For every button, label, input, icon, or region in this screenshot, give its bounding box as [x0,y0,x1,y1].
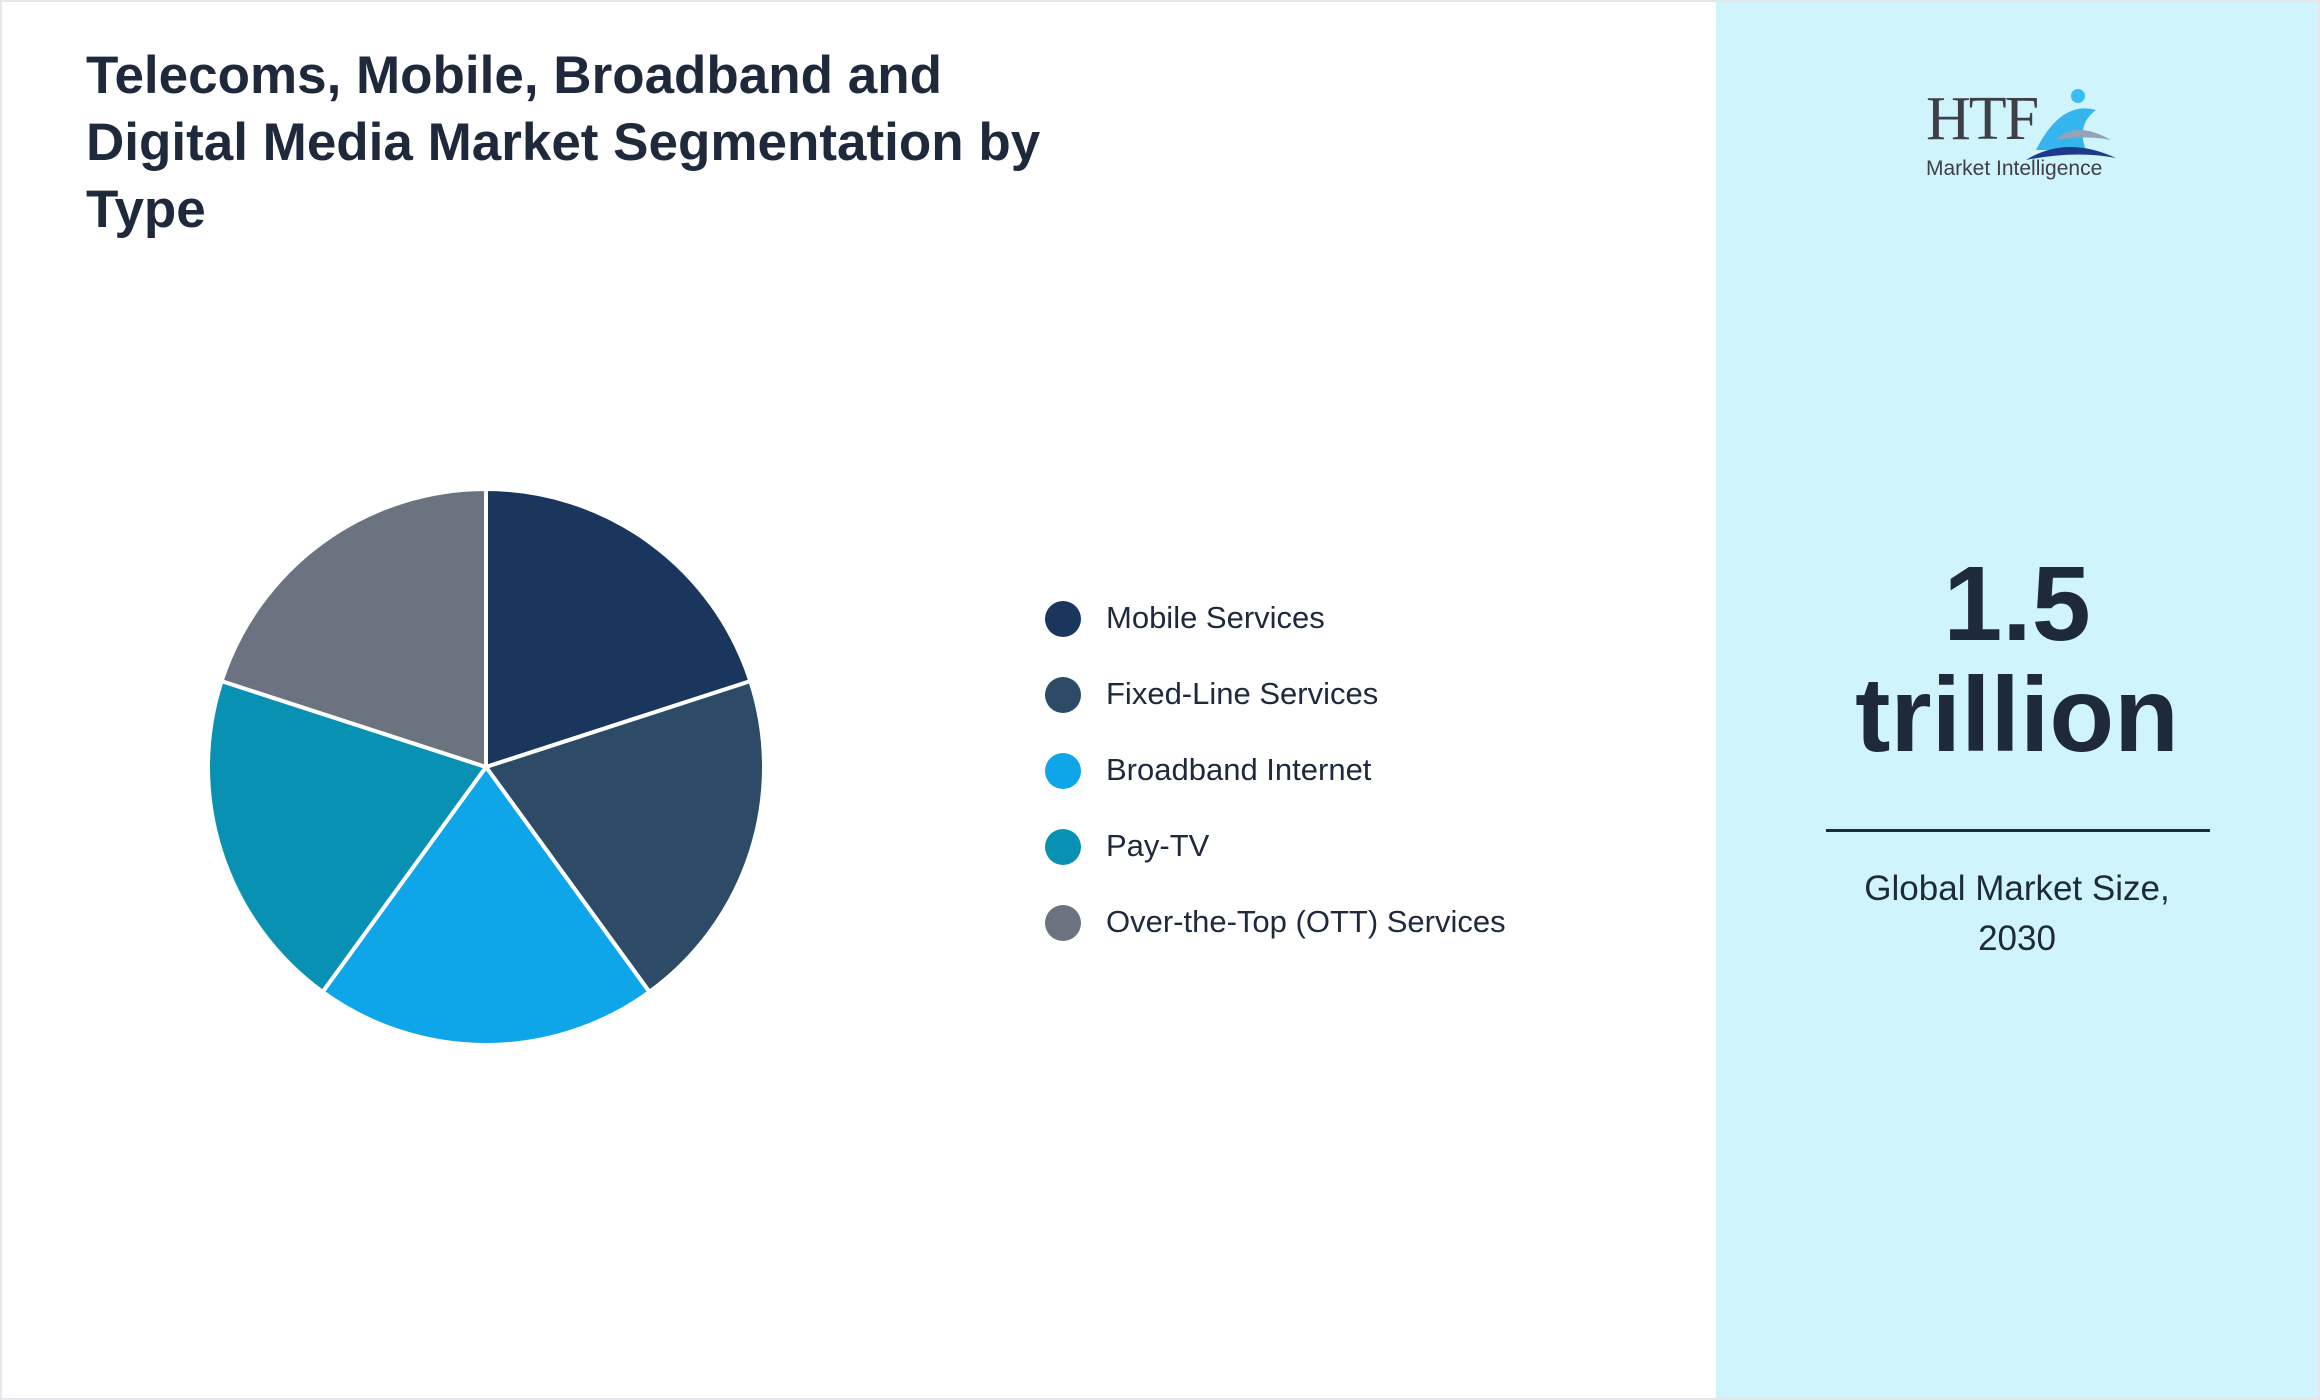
chart-title: Telecoms, Mobile, Broadband and Digital … [86,46,1041,239]
legend-swatch [1045,753,1081,789]
logo-subtitle: Market Intelligence [1926,157,2103,180]
market-size-unit: trillion [1855,656,2179,774]
legend-label: Over-the-Top (OTT) Services [1106,904,1506,939]
legend-label: Mobile Services [1106,600,1325,635]
logo-icon [2026,89,2116,160]
legend-label: Pay-TV [1106,828,1210,863]
market-size-caption: Global Market Size, 2030 [1864,869,2170,958]
legend-swatch [1045,677,1081,713]
legend-swatch [1045,601,1081,637]
market-size-value: 1.5 [1943,545,2091,663]
pie-slice [319,763,653,1047]
legend-swatch [1045,905,1081,941]
logo-text: HTF [1926,85,2039,153]
pie-slice [482,678,766,995]
pie-slice [206,678,490,995]
chart: Mobile Services Fixed-Line Services Broadb… [206,486,1506,1047]
legend-label: Fixed-Line Services [1106,676,1378,711]
legend-swatch [1045,829,1081,865]
legend-label: Broadband Internet [1106,752,1372,787]
pie-slice [219,486,488,770]
side-panel: HTF Market Intelligence 1.5 trillion Glo… [1716,2,2318,1398]
pie-slice [484,486,753,770]
divider [1826,829,2210,832]
